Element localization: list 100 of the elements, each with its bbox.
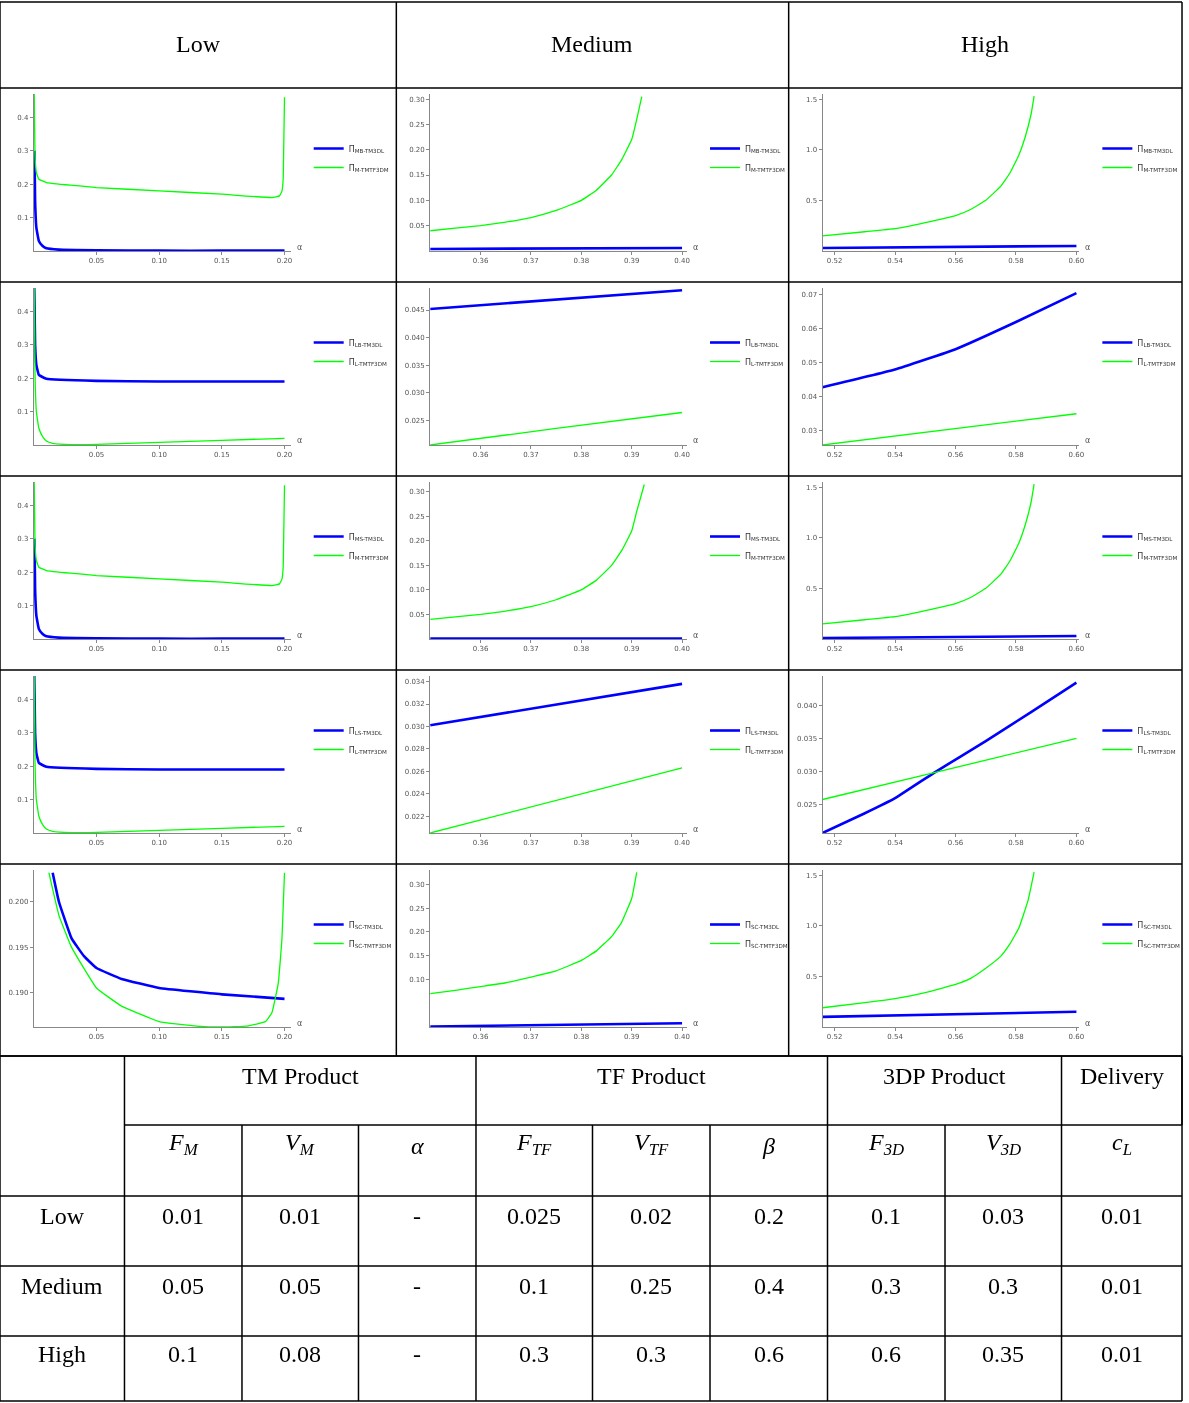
- category-label: High: [38, 1341, 86, 1367]
- legend-label: Π$_{SC-TMTF3DM}$: [1137, 939, 1181, 950]
- legend-label: Π$_{M-TMTF3DM}$: [348, 551, 389, 562]
- text: 0.35: [982, 1341, 1024, 1367]
- legend-label: Π$_{LS-TM3DL}$: [745, 726, 780, 737]
- text: 0.3: [519, 1341, 549, 1367]
- legend-label: Π$_{SC-TM3DL}$: [1137, 920, 1173, 931]
- category-label: Medium: [21, 1273, 103, 1299]
- text: 0.4: [754, 1273, 784, 1299]
- text: 0.01: [162, 1203, 204, 1229]
- x-axis-title: α: [693, 1019, 699, 1028]
- x-axis-title: α: [1085, 825, 1091, 834]
- line-series: [822, 291, 1078, 389]
- text: 0.6: [754, 1341, 784, 1367]
- x-axis-title: α: [693, 825, 699, 834]
- category-label: α: [411, 1133, 424, 1159]
- legend-label: Π$_{SC-TM3DL}$: [348, 920, 384, 931]
- text: 0.25: [630, 1273, 672, 1299]
- text: 0.2: [754, 1203, 784, 1229]
- text: 0.1: [168, 1341, 198, 1367]
- text: 0.03: [982, 1203, 1024, 1229]
- legend-label: Π$_{M-TMTF3DM}$: [1137, 163, 1178, 174]
- text: 0.01: [1101, 1341, 1143, 1367]
- legend-label: Π$_{SC-TM3DL}$: [745, 920, 781, 931]
- text: 0.01: [1101, 1203, 1143, 1229]
- category-label: F$_{TF}$: [516, 1129, 552, 1160]
- text: TF Product: [597, 1063, 706, 1089]
- text: Delivery: [1080, 1063, 1164, 1089]
- legend-label: Π$_{L-TMTF3DM}$: [745, 357, 784, 368]
- legend-label: Π$_{MB-TM3DL}$: [745, 144, 782, 155]
- text: -: [413, 1203, 421, 1229]
- legend-label: Π$_{L-TMTF3DM}$: [1137, 745, 1176, 756]
- x-axis-title: α: [693, 631, 699, 640]
- legend-label: Π$_{LB-TM3DL}$: [745, 338, 780, 349]
- line-series: [51, 871, 286, 1001]
- legend-label: Π$_{M-TMTF3DM}$: [1137, 551, 1178, 562]
- category-label: c$_{L}$: [1112, 1129, 1132, 1160]
- legend-label: Π$_{L-TMTF3DM}$: [1137, 357, 1176, 368]
- legend-label: Π$_{MS-TM3DL}$: [745, 532, 782, 543]
- text: 0.02: [630, 1203, 672, 1229]
- legend-label: Π$_{MS-TM3DL}$: [348, 532, 385, 543]
- legend-label: Π$_{MB-TM3DL}$: [348, 144, 385, 155]
- legend-label: Π$_{L-TMTF3DM}$: [348, 745, 387, 756]
- legend-label: Π$_{LB-TM3DL}$: [1137, 338, 1172, 349]
- category-label: β: [762, 1133, 775, 1159]
- x-axis-title: α: [297, 1019, 303, 1028]
- legend-label: Π$_{L-TMTF3DM}$: [348, 357, 387, 368]
- line-series: [822, 95, 1035, 237]
- x-axis-title: α: [1085, 436, 1091, 445]
- text: 0.6: [871, 1341, 901, 1367]
- x-axis-title: α: [1085, 631, 1091, 640]
- category-label: F$_{M}$: [168, 1129, 199, 1160]
- text: 0.025: [507, 1203, 561, 1229]
- chart-title: Low: [176, 31, 221, 57]
- x-axis-title: α: [297, 825, 303, 834]
- text: 3DP Product: [883, 1063, 1006, 1089]
- category-label: V$_{M}$: [285, 1129, 315, 1160]
- legend-label: Π$_{LS-TM3DL}$: [348, 726, 383, 737]
- line-series: [822, 483, 1035, 625]
- line-series: [430, 483, 645, 621]
- x-axis-title: α: [297, 243, 303, 252]
- x-axis-title: α: [693, 436, 699, 445]
- line-series: [48, 872, 286, 1027]
- category-label: Low: [40, 1203, 84, 1229]
- text: 0.3: [988, 1273, 1018, 1299]
- category-label: V$_{TF}$: [634, 1129, 669, 1160]
- x-axis-title: α: [1085, 243, 1091, 252]
- x-axis-title: α: [693, 243, 699, 252]
- x-axis-title: α: [297, 631, 303, 640]
- line-series: [822, 871, 1035, 1009]
- text: 0.1: [871, 1203, 901, 1229]
- line-series: [430, 95, 643, 232]
- legend-label: Π$_{M-TMTF3DM}$: [745, 163, 786, 174]
- legend-label: Π$_{M-TMTF3DM}$: [348, 163, 389, 174]
- category-label: F$_{3D}$: [868, 1129, 905, 1160]
- line-series: [33, 94, 286, 199]
- x-axis-title: α: [1085, 1019, 1091, 1028]
- legend-label: Π$_{MS-TM3DL}$: [1137, 532, 1174, 543]
- chart-title: Medium: [551, 31, 633, 57]
- legend-label: Π$_{SC-TMTF3DM}$: [348, 939, 392, 950]
- line-series: [33, 482, 286, 587]
- text: 0.05: [162, 1273, 204, 1299]
- category-label: V$_{3D}$: [986, 1129, 1022, 1160]
- legend-label: Π$_{MB-TM3DL}$: [1137, 144, 1174, 155]
- text: 0.3: [871, 1273, 901, 1299]
- text: 0.01: [279, 1203, 321, 1229]
- text: -: [413, 1341, 421, 1367]
- legend-label: Π$_{SC-TMTF3DM}$: [745, 939, 788, 950]
- text: 0.01: [1101, 1273, 1143, 1299]
- x-axis-title: α: [297, 436, 303, 445]
- text: TM Product: [242, 1063, 359, 1089]
- legend-label: Π$_{L-TMTF3DM}$: [745, 745, 784, 756]
- text: 0.08: [279, 1341, 321, 1367]
- chart-title: High: [961, 31, 1009, 57]
- text: -: [413, 1273, 421, 1299]
- text: 0.3: [636, 1341, 666, 1367]
- line-series: [430, 871, 638, 995]
- legend-label: Π$_{M-TMTF3DM}$: [745, 551, 786, 562]
- text: 0.1: [519, 1273, 549, 1299]
- legend-label: Π$_{LS-TM3DL}$: [1137, 726, 1172, 737]
